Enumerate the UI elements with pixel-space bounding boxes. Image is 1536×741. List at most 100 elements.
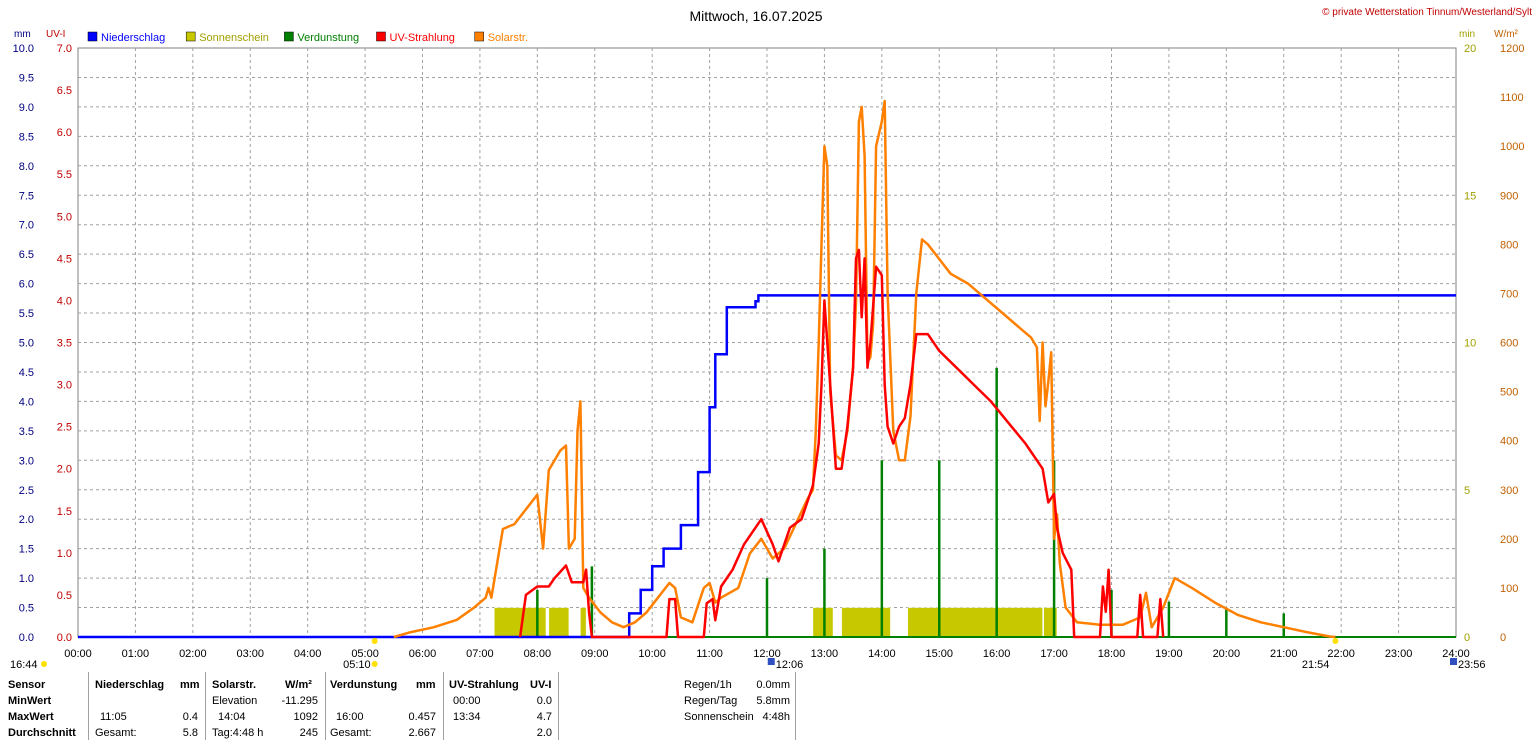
chart: Mittwoch, 16.07.2025 © private Wettersta… — [10, 7, 1532, 671]
row-n-time: Gesamt: — [95, 727, 137, 739]
x-tick-label: 08:00 — [524, 648, 552, 660]
row-s-time: Tag:4:48 h — [212, 727, 264, 739]
row-s-time: Elevation — [212, 695, 258, 707]
y-mm-tick-label: 4.0 — [19, 396, 34, 408]
y-uvi-tick-label: 2.0 — [57, 464, 72, 476]
legend-swatch — [185, 31, 196, 42]
row-s-val: -11.295 — [281, 695, 319, 707]
extra-label: Regen/1h — [684, 679, 732, 691]
y-uvi-tick-label: 5.0 — [57, 211, 72, 223]
y-wm2-tick-label: 1200 — [1500, 43, 1524, 55]
y-mm-tick-label: 9.0 — [19, 102, 34, 114]
legend-label: UV-Strahlung — [390, 32, 455, 44]
y-wm2-tick-label: 900 — [1500, 190, 1518, 202]
x-tick-label: 19:00 — [1155, 648, 1183, 660]
y-mm-tick-label: 4.5 — [19, 367, 34, 379]
y-mm-tick-label: 5.5 — [19, 308, 34, 320]
legend-swatch — [87, 31, 98, 42]
y-wm2-tick-label: 200 — [1500, 534, 1518, 546]
x-tick-label: 22:00 — [1327, 648, 1355, 660]
sunset-marker — [1332, 638, 1339, 644]
extra-value: 0.0mm — [756, 679, 790, 691]
row-v-val: 2.667 — [408, 727, 436, 739]
legend-label: Verdunstung — [297, 32, 359, 44]
moonset-marker — [1450, 658, 1457, 665]
x-tick-label: 16:00 — [983, 648, 1011, 660]
x-tick-label: 09:00 — [581, 648, 609, 660]
row-label: MinWert — [8, 695, 52, 707]
extra-label: Regen/Tag — [684, 695, 738, 707]
y-uvi-tick-label: 0.0 — [57, 632, 72, 644]
x-tick-label: 24:00 — [1442, 648, 1470, 660]
y-mm-tick-label: 5.0 — [19, 338, 34, 350]
row-s-val: 245 — [299, 727, 318, 739]
axis-unit-wm2: W/m² — [1494, 29, 1519, 40]
y-wm2-tick-label: 100 — [1500, 583, 1518, 595]
y-min-tick-label: 20 — [1464, 43, 1476, 55]
x-tick-label: 20:00 — [1213, 648, 1241, 660]
y-mm-tick-label: 6.0 — [19, 279, 34, 291]
extra-value: 4:48h — [762, 711, 790, 723]
x-tick-label: 12:00 — [753, 648, 781, 660]
sunshine-bar — [841, 607, 891, 638]
sunshine-bar — [812, 607, 834, 638]
precipitation-line — [78, 294, 1456, 639]
y-uvi-tick-label: 6.5 — [57, 85, 72, 97]
x-tick-label: 21:00 — [1270, 648, 1298, 660]
x-tick-label: 23:00 — [1385, 648, 1413, 660]
axis-unit-uvi: UV-I — [46, 29, 65, 40]
row-v-time: 16:00 — [336, 711, 364, 723]
moonrise-label: 16:44 — [10, 659, 38, 671]
legend-swatch — [474, 31, 484, 42]
sunshine-bar — [580, 607, 587, 638]
y-mm-tick-label: 10.0 — [13, 43, 34, 55]
sun-annotations: 16:44 05:10 12:06 21:54 23:56 — [10, 638, 1486, 671]
header-mm1: mm — [180, 679, 200, 691]
legend-label: Niederschlag — [101, 32, 165, 44]
sunrise-label: 05:10 — [343, 659, 371, 671]
y-mm-tick-label: 3.5 — [19, 426, 34, 438]
y-uvi-tick-label: 4.5 — [57, 253, 72, 265]
y-min-tick-label: 10 — [1464, 338, 1476, 350]
y-uvi-tick-label: 1.0 — [57, 548, 72, 560]
row-v-time: Gesamt: — [330, 727, 372, 739]
row-n-time: 11:05 — [100, 711, 127, 723]
y-uvi-tick-label: 3.5 — [57, 338, 72, 350]
y-min-tick-label: 0 — [1464, 632, 1470, 644]
x-tick-label: 10:00 — [638, 648, 666, 660]
legend-swatch — [284, 31, 294, 42]
x-tick-label: 07:00 — [466, 648, 494, 660]
y-uvi-tick-label: 2.5 — [57, 422, 72, 434]
x-tick-label: 05:00 — [351, 648, 379, 660]
moonrise-marker — [41, 661, 47, 667]
x-tick-label: 17:00 — [1040, 648, 1068, 660]
y-uvi-tick-label: 3.0 — [57, 380, 72, 392]
y-wm2-tick-label: 400 — [1500, 436, 1518, 448]
y-wm2-tick-label: 700 — [1500, 288, 1518, 300]
x-tick-label: 00:00 — [64, 648, 92, 660]
y-mm-tick-label: 6.5 — [19, 249, 34, 261]
header-uvi: UV-I — [530, 679, 552, 691]
x-tick-label: 14:00 — [868, 648, 896, 660]
y-mm-tick-label: 7.0 — [19, 220, 34, 232]
x-tick-label: 04:00 — [294, 648, 322, 660]
y-mm-tick-label: 2.0 — [19, 514, 34, 526]
row-n-val: 5.8 — [182, 727, 198, 739]
y-wm2-tick-label: 1000 — [1500, 141, 1524, 153]
y-uvi-tick-label: 5.5 — [57, 169, 72, 181]
x-tick-label: 06:00 — [409, 648, 437, 660]
y-mm-tick-label: 0.5 — [19, 603, 34, 615]
row-s-val: 1092 — [293, 711, 318, 723]
y-uvi-tick-label: 7.0 — [57, 43, 72, 55]
y-mm-tick-label: 1.5 — [19, 544, 34, 556]
x-tick-label: 03:00 — [236, 648, 264, 660]
row-s-time: 14:04 — [218, 711, 246, 723]
extra-value: 5.8mm — [756, 695, 790, 707]
x-tick-label: 11:00 — [696, 648, 723, 660]
row-u-val: 2.0 — [536, 727, 552, 739]
header-mm2: mm — [416, 679, 436, 691]
y-min-tick-label: 15 — [1464, 190, 1476, 202]
y-mm-tick-label: 8.0 — [19, 161, 34, 173]
sunrise-marker — [371, 638, 378, 644]
header-solar: Solarstr. — [212, 679, 257, 691]
